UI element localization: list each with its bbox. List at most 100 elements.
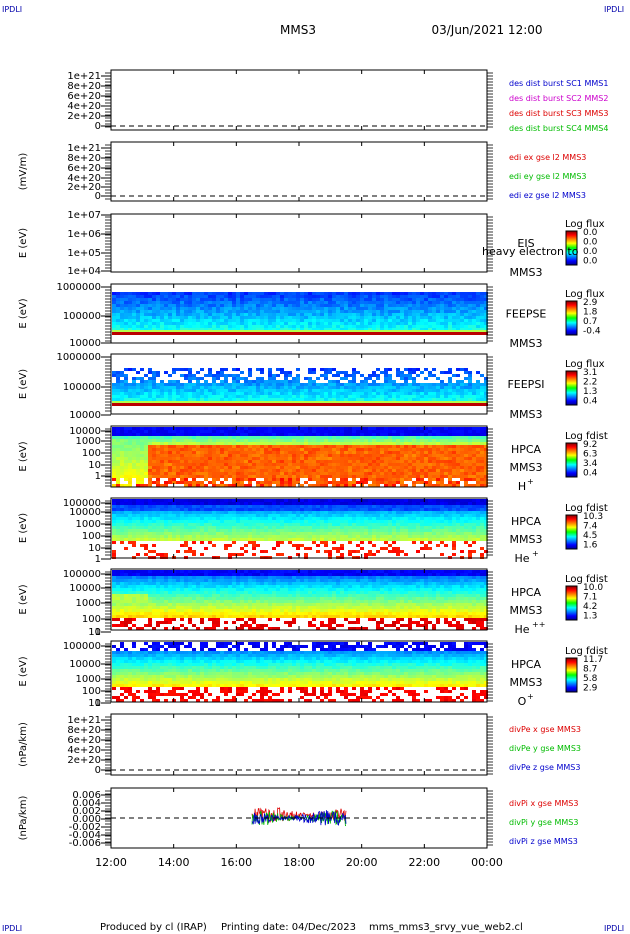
spectrogram-cell bbox=[180, 511, 184, 514]
spectrogram-cell bbox=[332, 298, 336, 301]
spectrogram-cell bbox=[432, 401, 436, 403]
spectrogram-cell bbox=[384, 325, 388, 328]
spectrogram-cell bbox=[416, 448, 420, 451]
spectrogram-cell bbox=[332, 439, 336, 442]
spectrogram-cell bbox=[372, 380, 376, 383]
spectrogram-cell bbox=[344, 401, 348, 403]
spectrogram-cell bbox=[136, 457, 140, 460]
spectrogram-cell bbox=[168, 316, 172, 319]
spectrogram-cell bbox=[272, 322, 276, 325]
spectrogram-cell bbox=[252, 478, 256, 481]
spectrogram-cell bbox=[148, 529, 152, 532]
spectrogram-cell bbox=[156, 481, 160, 484]
spectrogram-cell bbox=[188, 386, 192, 389]
spectrogram-cell bbox=[140, 392, 144, 395]
spectrogram-cell bbox=[176, 532, 180, 535]
spectrogram-cell bbox=[200, 427, 204, 430]
spectrogram-cell bbox=[264, 401, 268, 403]
spectrogram-cell bbox=[256, 298, 260, 301]
spectrogram-cell bbox=[408, 430, 412, 433]
spectrogram-cell bbox=[364, 332, 368, 335]
colorbar-tick-label: 0.0 bbox=[583, 238, 598, 248]
spectrogram-cell bbox=[148, 403, 152, 406]
spectrogram-cell bbox=[204, 304, 208, 307]
spectrogram-cell bbox=[480, 392, 484, 395]
spectrogram-cell bbox=[444, 472, 448, 475]
spectrogram-cell bbox=[268, 472, 272, 475]
spectrogram-cell bbox=[288, 322, 292, 325]
spectrogram-cell bbox=[188, 511, 192, 514]
spectrogram-cell bbox=[392, 403, 396, 406]
spectrogram-cell bbox=[300, 319, 304, 322]
spectrogram-cell bbox=[120, 292, 124, 295]
spectrogram-cell bbox=[376, 436, 380, 439]
spectrogram-cell bbox=[116, 433, 120, 436]
spectrogram-cell bbox=[432, 448, 436, 451]
spectrogram-cell bbox=[164, 304, 168, 307]
spectrogram-cell bbox=[188, 508, 192, 511]
spectrogram-cell bbox=[424, 301, 428, 304]
spectrogram-cell bbox=[240, 469, 244, 472]
spectrogram-cell bbox=[144, 389, 148, 392]
spectrogram-cell bbox=[244, 316, 248, 319]
spectrogram-cell bbox=[308, 310, 312, 313]
spectrogram-cell bbox=[168, 520, 172, 523]
spectrogram-cell bbox=[456, 484, 460, 487]
spectrogram-cell bbox=[176, 511, 180, 514]
spectrogram-cell bbox=[432, 457, 436, 460]
spectrogram-cell bbox=[208, 430, 212, 433]
spectrogram-cell bbox=[440, 389, 444, 392]
spectrogram-cell bbox=[156, 319, 160, 322]
spectrogram-cell bbox=[320, 295, 324, 298]
spectrogram-cell bbox=[204, 325, 208, 328]
spectrogram-cell bbox=[284, 442, 288, 445]
spectrogram-cell bbox=[292, 301, 296, 304]
spectrogram-cell bbox=[328, 368, 332, 371]
spectrogram-cell bbox=[308, 451, 312, 454]
spectrogram-cell bbox=[116, 472, 120, 475]
spectrogram-cell bbox=[252, 322, 256, 325]
spectrogram-cell bbox=[132, 316, 136, 319]
spectrogram-cell bbox=[140, 481, 144, 484]
spectrogram-cell bbox=[464, 451, 468, 454]
spectrogram-cell bbox=[216, 430, 220, 433]
spectrogram-cell bbox=[164, 529, 168, 532]
spectrogram-cell bbox=[416, 301, 420, 304]
spectrogram-cell bbox=[372, 439, 376, 442]
spectrogram-cell bbox=[208, 319, 212, 322]
spectrogram-cell bbox=[192, 478, 196, 481]
spectrogram-cell bbox=[304, 448, 308, 451]
spectrogram-cell bbox=[476, 460, 480, 463]
spectrogram-cell bbox=[140, 386, 144, 389]
spectrogram-cell bbox=[156, 466, 160, 469]
spectrogram-cell bbox=[156, 436, 160, 439]
spectrogram-cell bbox=[424, 392, 428, 395]
spectrogram-cell bbox=[152, 499, 156, 502]
spectrogram-cell bbox=[304, 395, 308, 398]
spectrogram-cell bbox=[256, 427, 260, 430]
spectrogram-cell bbox=[232, 307, 236, 310]
spectrogram-cell bbox=[352, 448, 356, 451]
spectrogram-cell bbox=[148, 328, 152, 331]
spectrogram-cell bbox=[140, 520, 144, 523]
spectrogram-cell bbox=[180, 389, 184, 392]
spectrogram-cell bbox=[172, 310, 176, 313]
spectrogram-cell bbox=[376, 319, 380, 322]
spectrogram-cell bbox=[468, 316, 472, 319]
spectrogram-cell bbox=[352, 398, 356, 401]
spectrogram-cell bbox=[164, 439, 168, 442]
spectrogram-cell bbox=[200, 457, 204, 460]
spectrogram-cell bbox=[376, 442, 380, 445]
spectrogram-cell bbox=[384, 454, 388, 457]
spectrogram-cell bbox=[324, 301, 328, 304]
spectrogram-cell bbox=[208, 292, 212, 295]
spectrogram-cell bbox=[392, 392, 396, 395]
spectrogram-cell bbox=[432, 466, 436, 469]
spectrogram-cell bbox=[364, 403, 368, 406]
spectrogram-cell bbox=[192, 502, 196, 505]
spectrogram-cell bbox=[384, 377, 388, 380]
spectrogram-cell bbox=[144, 319, 148, 322]
spectrogram-cell bbox=[160, 517, 164, 520]
spectrogram-cell bbox=[424, 457, 428, 460]
spectrogram-cell bbox=[268, 307, 272, 310]
